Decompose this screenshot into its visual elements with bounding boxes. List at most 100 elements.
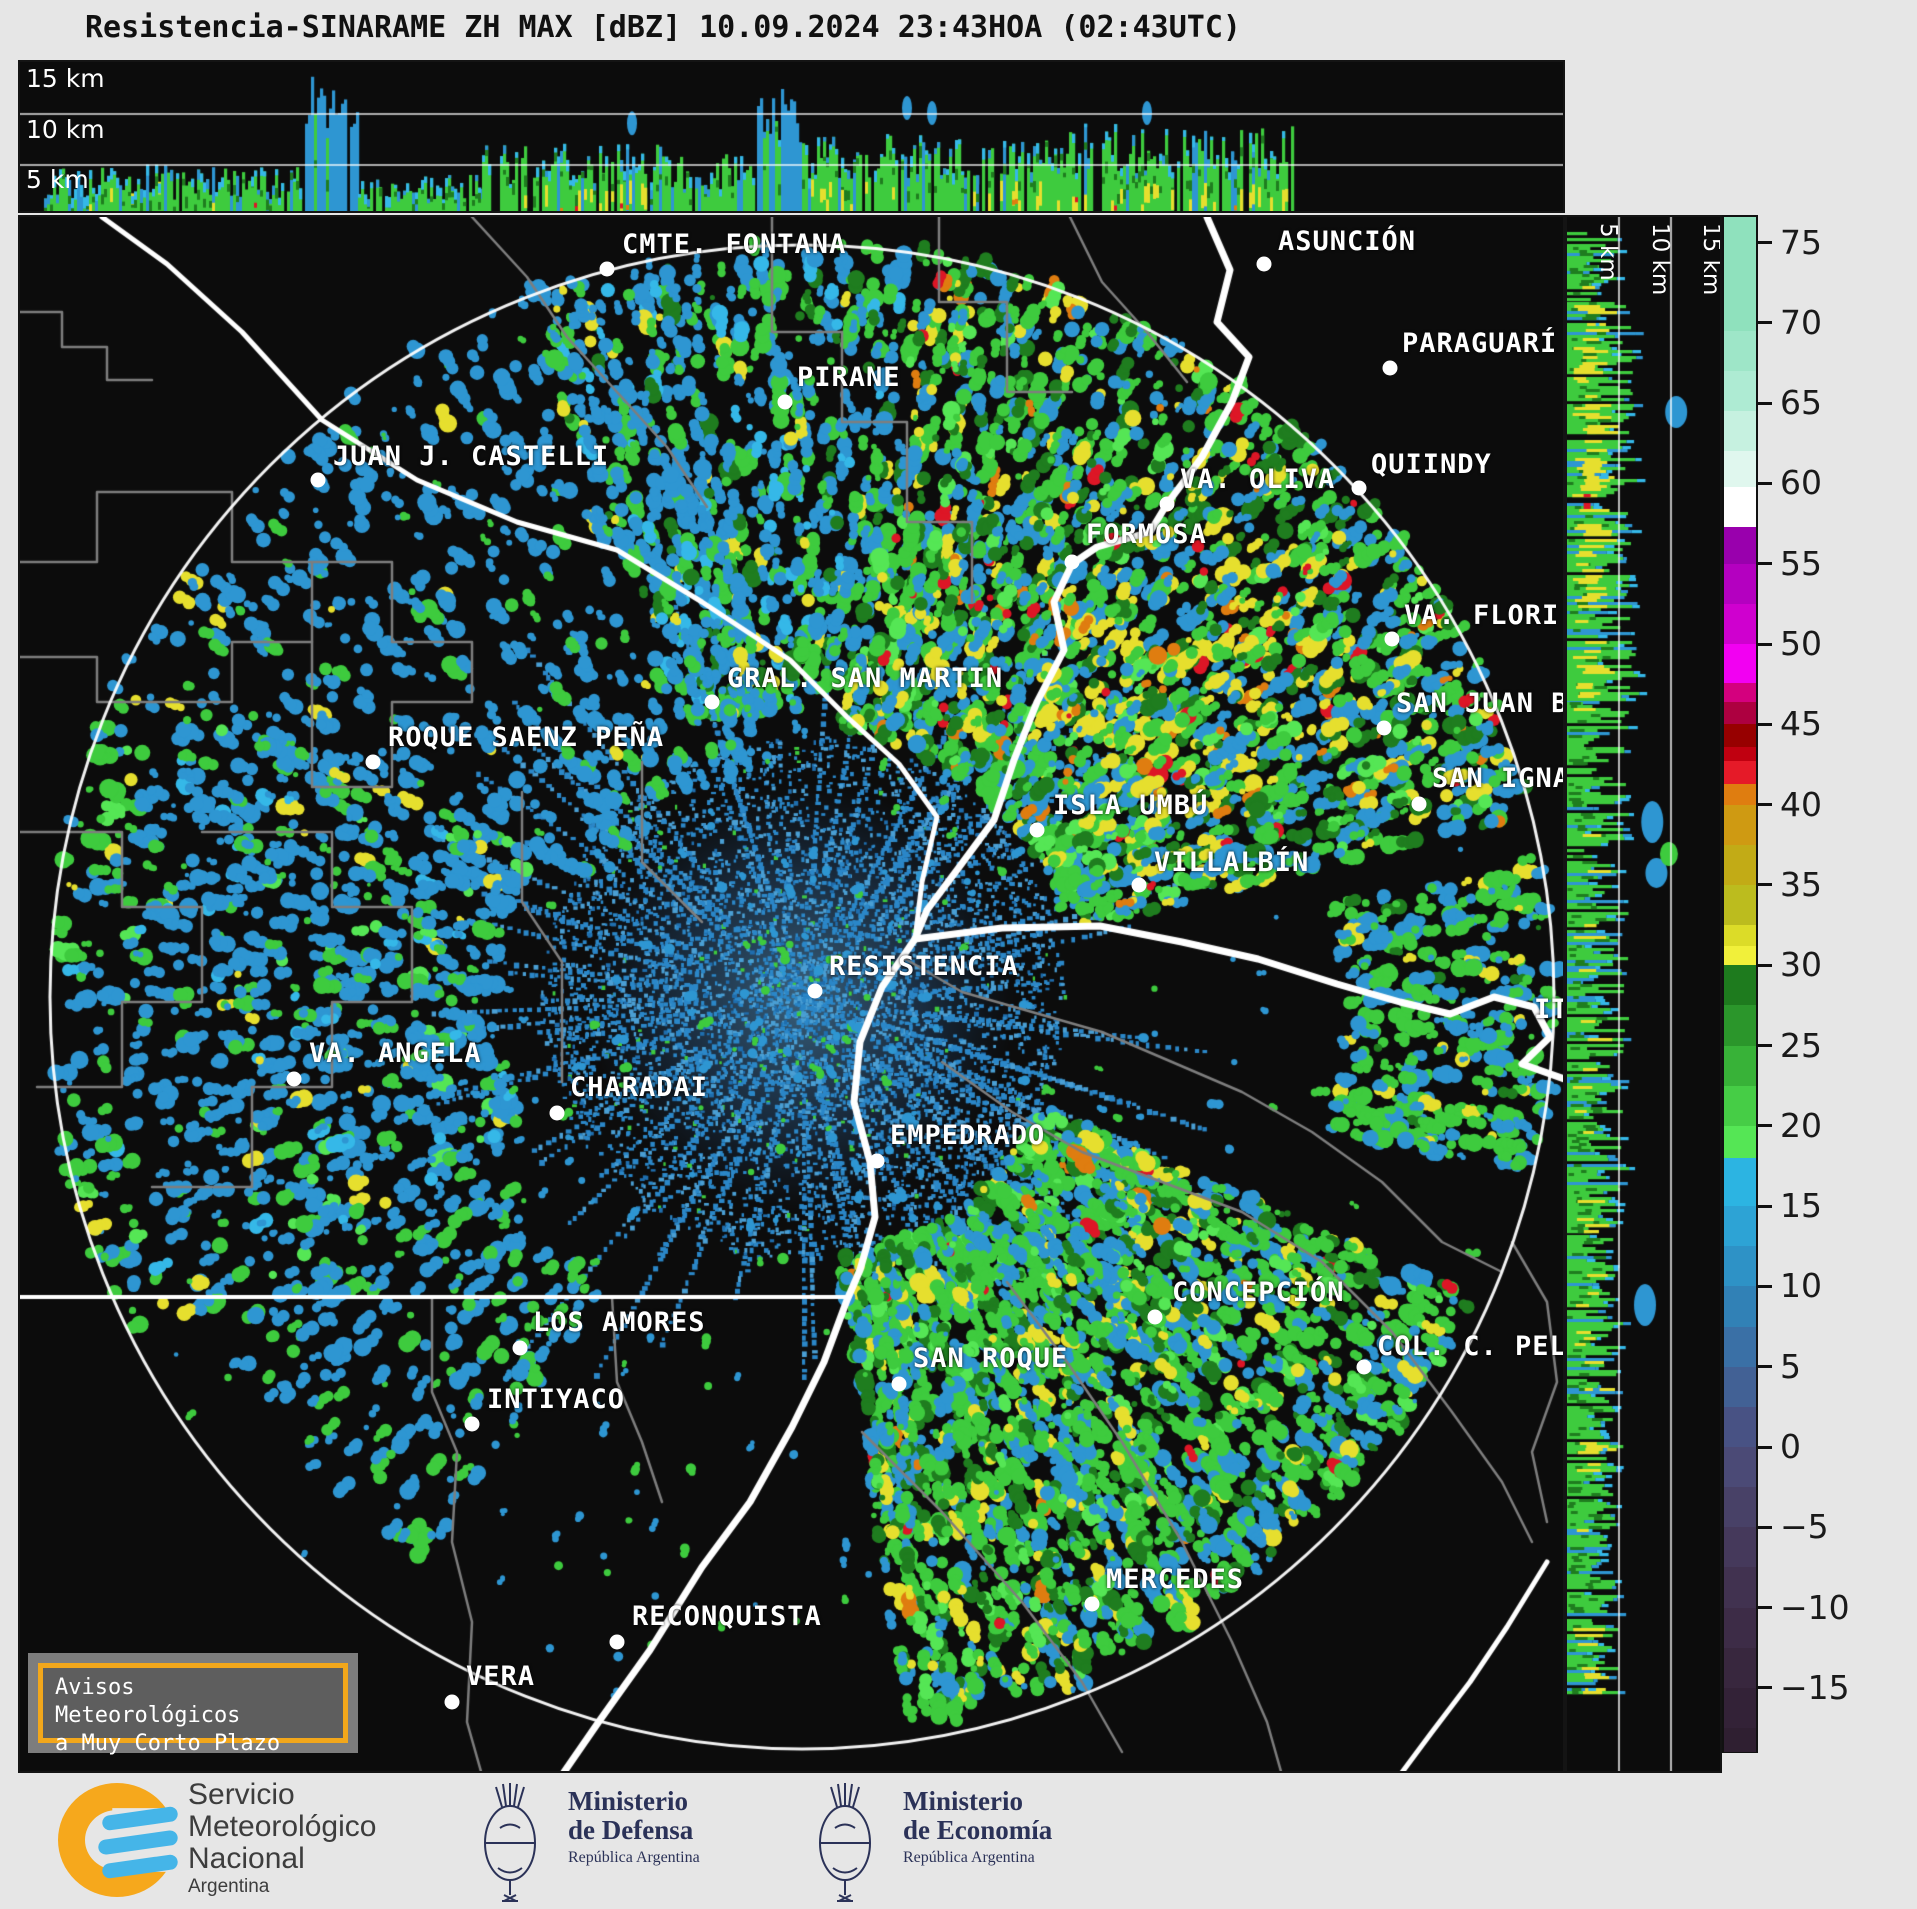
colorbar-tick-label: 55: [1780, 543, 1822, 583]
colorbar-segment: [1724, 330, 1756, 372]
colorbar-tick: [1758, 642, 1772, 646]
colorbar-tick: [1758, 321, 1772, 325]
city-dot: [464, 1416, 480, 1432]
city-label: VA. FLORI: [1404, 600, 1560, 631]
page-title: Resistencia-SINARAME ZH MAX [dBZ] 10.09.…: [85, 10, 1241, 45]
colorbar-tick-label: 0: [1780, 1427, 1801, 1466]
footer: Servicio Meteorológico Nacional Argentin…: [0, 1773, 1917, 1909]
colorbar-tick: [1758, 481, 1772, 485]
city-dot: [1382, 360, 1398, 376]
city-dot: [1384, 631, 1400, 647]
city-dot: [286, 1071, 302, 1087]
city-dot: [1064, 554, 1080, 570]
colorbar-tick: [1758, 1445, 1772, 1449]
colorbar-segment: [1724, 1406, 1756, 1448]
coat-of-arms-defensa-icon: [484, 1783, 536, 1902]
smn-logo: [58, 1783, 179, 1897]
colorbar-tick-label: 60: [1780, 463, 1822, 503]
colorbar-segment: [1724, 563, 1756, 605]
city-dot: [1256, 256, 1272, 272]
colorbar-segment: [1724, 844, 1756, 886]
city-label: SAN IGNA: [1432, 763, 1565, 794]
city-dot: [549, 1105, 565, 1121]
colorbar-segment: [1724, 1085, 1756, 1127]
city-label: CHARADAI: [570, 1072, 709, 1103]
colorbar-segment: [1724, 370, 1756, 412]
colorbar-segment: [1724, 925, 1756, 947]
city-label: EMPEDRADO: [890, 1120, 1046, 1151]
city-label: VERA: [466, 1661, 536, 1692]
colorbar-segment: [1724, 1326, 1756, 1368]
city-dot: [1147, 1309, 1163, 1325]
city-dot: [512, 1340, 528, 1356]
ministerio-defensa: Ministerio de Defensa República Argentin…: [568, 1786, 700, 1867]
city-label: PIRANE: [797, 362, 901, 393]
right-axis-label-10km: 10 km: [1647, 223, 1673, 296]
radar-map-canvas: [20, 217, 1563, 1771]
colorbar-segment: [1724, 884, 1756, 926]
city-dot: [365, 754, 381, 770]
colorbar-segment: [1724, 644, 1756, 684]
colorbar-segment: [1724, 1527, 1756, 1569]
colorbar-segment: [1724, 945, 1756, 966]
colorbar-segment: [1724, 724, 1756, 748]
colorbar-tick: [1758, 803, 1772, 807]
colorbar-tick-label: 40: [1780, 784, 1822, 824]
colorbar-tick-label: 20: [1780, 1105, 1822, 1145]
colorbar-segment: [1724, 411, 1756, 453]
city-label: CMTE. FONTANA: [622, 229, 847, 260]
city-label: IT: [1534, 994, 1563, 1025]
city-label: QUIINDY: [1371, 449, 1492, 480]
city-dot: [599, 261, 615, 277]
city-label: FORMOSA: [1086, 519, 1207, 550]
colorbar-segment: [1724, 1567, 1756, 1609]
right-cross-section-canvas: [1567, 217, 1720, 1771]
colorbar-tick: [1758, 1044, 1772, 1047]
city-dot: [891, 1376, 907, 1392]
city-label: ROQUE SAENZ PEÑA: [388, 722, 665, 753]
colorbar-tick: [1758, 562, 1772, 566]
colorbar-tick-label: 50: [1780, 624, 1822, 663]
colorbar-segment: [1724, 783, 1756, 806]
colorbar-segment: [1724, 1286, 1756, 1328]
city-label: ASUNCIÓN: [1278, 226, 1417, 257]
ministerio-economia: Ministerio de Economía República Argenti…: [903, 1786, 1053, 1867]
colorbar-segment: [1724, 1246, 1756, 1288]
colorbar-segment: [1724, 1487, 1756, 1529]
colorbar-tick-label: 5: [1780, 1346, 1801, 1386]
colorbar-tick: [1758, 1284, 1772, 1288]
city-dot: [310, 472, 326, 488]
colorbar-segment: [1724, 804, 1756, 846]
weather-warning-text: Avisos Meteorológicos a Muy Corto Plazo: [38, 1663, 348, 1756]
coat-of-arms-economia-icon: [819, 1783, 871, 1902]
city-label: SAN JUAN B: [1396, 688, 1565, 719]
colorbar-segment: [1724, 1045, 1756, 1087]
city-dot: [1131, 877, 1147, 893]
city-label: VA. ANGELA: [309, 1038, 482, 1069]
right-axis-label-15km: 15 km: [1698, 223, 1722, 296]
colorbar-tick: [1758, 241, 1772, 244]
city-dot: [777, 394, 793, 410]
colorbar-segment: [1724, 1607, 1756, 1649]
city-label: COL. C. PEL: [1377, 1331, 1565, 1362]
city-label: ISLA UMBÚ: [1053, 790, 1209, 821]
colorbar-segment: [1724, 603, 1756, 645]
top-axis-label-15km: 15 km: [26, 64, 105, 93]
city-dot: [1029, 822, 1045, 838]
right-axis-label-5km: 5 km: [1595, 223, 1621, 281]
colorbar-tick: [1758, 401, 1772, 405]
colorbar-segment: [1724, 1687, 1756, 1729]
colorbar-segment: [1724, 965, 1756, 1007]
city-label: SAN ROQUE: [913, 1343, 1069, 1374]
colorbar-segment: [1724, 526, 1756, 565]
colorbar-tick-label: 35: [1780, 864, 1822, 904]
city-label: VILLALBÍN: [1154, 847, 1310, 878]
city-label: LOS AMORES: [533, 1307, 706, 1338]
city-dot: [609, 1634, 625, 1650]
top-cross-section-panel: 15 km 10 km 5 km: [18, 60, 1565, 213]
colorbar-segment: [1724, 1647, 1756, 1689]
city-dot: [1376, 720, 1392, 736]
city-dot: [704, 694, 720, 710]
colorbar-segment: [1724, 761, 1756, 785]
colorbar-segment: [1724, 451, 1756, 488]
